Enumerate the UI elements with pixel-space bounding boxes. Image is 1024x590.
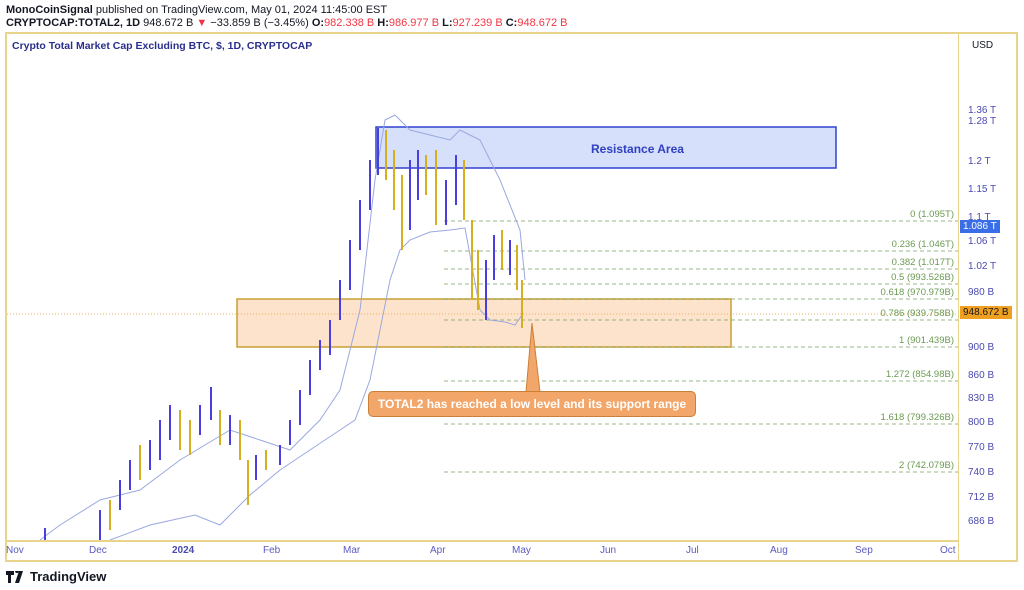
y-tick: 860 B (968, 370, 995, 381)
fib-level-1618: 1.618 (799.326B) (880, 412, 954, 423)
y-tick: 770 B (968, 442, 995, 453)
close-value: 948.672 B (517, 17, 568, 29)
tradingview-logo[interactable]: TradingView (6, 569, 106, 584)
y-tick: 712 B (968, 492, 995, 503)
fib-level-0236: 0.236 (1.046T) (891, 239, 954, 250)
fib-level-05: 0.5 (993.526B) (891, 272, 954, 283)
y-tick: 1.15 T (968, 184, 997, 195)
y-tick: 1.06 T (968, 236, 997, 247)
open-label: O: (311, 17, 325, 29)
author: MonoCoinSignal (6, 4, 93, 16)
y-tick: 830 B (968, 393, 995, 404)
last-price: 948.672 B (143, 17, 194, 29)
x-tick: Feb (263, 545, 281, 556)
high-price-badge: 1.086 T (960, 220, 1000, 233)
currency-label[interactable]: USD (972, 40, 994, 51)
price-chart (7, 114, 958, 540)
close-label: C: (505, 17, 518, 29)
y-tick: 1.1 T (968, 212, 991, 223)
fib-level-1: 1 (901.439B) (899, 335, 954, 346)
chart-frame (5, 32, 1018, 562)
current-price-badge: 948.672 B (960, 306, 1012, 319)
fib-level-1272: 1.272 (854.98B) (885, 369, 954, 380)
publish-info: MonoCoinSignal published on TradingView.… (6, 4, 387, 16)
time-axis[interactable] (7, 540, 958, 560)
symbol-info: CRYPTOCAP:TOTAL2, 1D 948.672 B ▼ −33.859… (6, 17, 567, 29)
publish-date: published on TradingView.com, May 01, 20… (95, 4, 388, 16)
symbol: CRYPTOCAP:TOTAL2, 1D (6, 17, 141, 29)
y-tick: 900 B (968, 342, 995, 353)
chart-title: Crypto Total Market Cap Excluding BTC, $… (12, 40, 313, 52)
x-tick: Mar (343, 545, 361, 556)
x-tick: Jul (686, 545, 699, 556)
fib-level-0786: 0.786 (939.758B) (880, 308, 954, 319)
y-tick: 740 B (968, 467, 995, 478)
support-callout: TOTAL2 has reached a low level and its s… (368, 391, 696, 417)
low-value: 927.239 B (452, 17, 503, 29)
y-tick: 1.36 T (968, 105, 997, 116)
x-tick: Apr (430, 545, 446, 556)
y-tick: 1.02 T (968, 261, 997, 272)
fib-level-0382: 0.382 (1.017T) (891, 257, 954, 268)
x-tick: Dec (89, 545, 107, 556)
resistance-area-label: Resistance Area (591, 142, 684, 156)
y-tick: 800 B (968, 417, 995, 428)
x-tick: Jun (600, 545, 617, 556)
support-zone (236, 298, 732, 348)
brand-name: TradingView (30, 569, 107, 584)
fib-level-2: 2 (742.079B) (899, 460, 954, 471)
y-tick: 686 B (968, 516, 995, 527)
chart-plot-area[interactable] (7, 34, 958, 540)
y-tick: 1.2 T (968, 156, 991, 167)
high-value: 986.977 B (388, 17, 440, 29)
down-arrow-icon: ▼ (196, 17, 208, 29)
x-tick: 2024 (172, 545, 195, 556)
x-tick: May (512, 545, 531, 556)
x-tick: Oct (940, 545, 956, 556)
fib-level-0: 0 (1.095T) (910, 209, 954, 220)
high-label: H: (377, 17, 389, 29)
price-change: −33.859 B (−3.45%) (210, 17, 309, 29)
tradingview-logo-icon (6, 570, 23, 583)
y-tick: 980 B (968, 287, 995, 298)
y-tick: 1.28 T (968, 116, 997, 127)
x-tick: Sep (855, 545, 873, 556)
price-axis[interactable] (958, 34, 1018, 560)
low-label: L: (442, 17, 453, 29)
open-value: 982.338 B (324, 17, 375, 29)
resistance-zone (375, 126, 837, 169)
x-tick: Aug (770, 545, 788, 556)
x-tick: Nov (6, 545, 24, 556)
fib-level-0618: 0.618 (970.979B) (880, 287, 954, 298)
